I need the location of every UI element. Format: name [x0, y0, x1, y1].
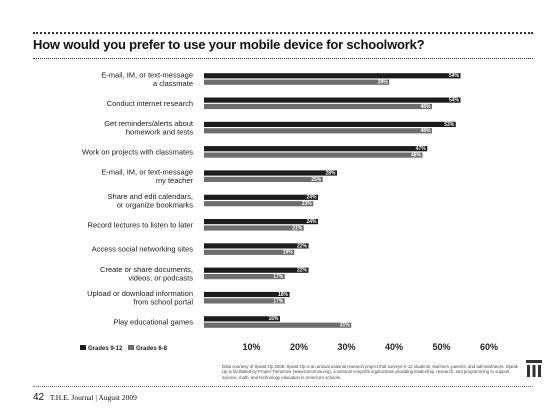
bar-grades-6-8: [204, 274, 285, 280]
page-footer: 42 T.H.E. Journal | August 2009: [33, 392, 137, 403]
data-label: 22%: [297, 268, 308, 274]
category-label: E-mail, IM, or text-message: [101, 70, 193, 79]
x-tick-label: 20%: [290, 342, 308, 352]
x-axis-ticks: 10% 20% 30% 40% 50% 60%: [242, 342, 498, 352]
bar-grades-9-12: [204, 97, 461, 103]
data-label: 17%: [273, 298, 284, 304]
data-label: 53%: [444, 122, 455, 128]
data-label: 39%: [378, 80, 389, 86]
x-tick-label: 50%: [432, 342, 450, 352]
data-label: 17%: [273, 274, 284, 280]
bar-grades-9-12: [204, 73, 461, 79]
bar-grades-9-12: [204, 194, 318, 200]
bar-grades-6-8: [204, 152, 423, 158]
publisher-logo-icon: [526, 360, 542, 377]
category-label: a classmate: [153, 79, 193, 88]
data-label: 48%: [420, 104, 431, 110]
data-label: 19%: [283, 250, 294, 256]
data-label: 54%: [449, 98, 460, 104]
x-tick-label: 60%: [480, 342, 498, 352]
source-note: Data courtesy of Speak Up 2008. Speak Up…: [222, 364, 518, 380]
data-label: 21%: [292, 225, 303, 231]
bar-grades-9-12: [204, 219, 318, 225]
bar-grades-9-12: [204, 291, 290, 298]
page-number: 42: [33, 392, 45, 403]
data-label: 46%: [411, 153, 422, 159]
data-label: 23%: [302, 201, 313, 207]
legend: Grades 9-12 Grades 6-8: [80, 345, 168, 352]
category-label: Create or share documents,: [100, 265, 193, 274]
category-label: Upload or download information: [87, 289, 193, 298]
title-rule-top: [33, 32, 533, 34]
data-label: 24%: [306, 219, 317, 225]
bar-grades-6-8: [204, 79, 390, 85]
category-label: Record lectures to listen to later: [88, 220, 194, 229]
legend-swatch: [80, 345, 86, 350]
publication-credit: T.H.E. Journal | August 2009: [49, 393, 137, 402]
bar-grades-6-8: [204, 249, 295, 255]
category-label: Get reminders/alerts about: [104, 119, 194, 128]
data-label: 22%: [297, 243, 308, 249]
category-label: videos, or podcasts: [128, 273, 193, 282]
x-tick-label: 40%: [385, 342, 403, 352]
category-label: my teacher: [156, 176, 194, 185]
bar-grades-9-12: [204, 146, 428, 152]
chart-title: How would you prefer to use your mobile …: [33, 37, 425, 52]
bar-grades-6-8: [204, 128, 432, 134]
bars: [204, 73, 461, 328]
bar-grades-9-12: [204, 170, 337, 176]
category-label: Conduct internet research: [107, 99, 193, 108]
category-label: Play educational games: [113, 318, 193, 327]
value-labels: 54%39%54%48%53%48%47%46%28%25%24%23%24%2…: [268, 73, 459, 328]
bar-grades-6-8: [204, 322, 352, 328]
title-block: How would you prefer to use your mobile …: [0, 0, 556, 62]
data-label: 54%: [449, 73, 460, 79]
data-label: 18%: [278, 292, 289, 298]
bar-grades-6-8: [204, 201, 314, 207]
category-label: Work on projects with classmates: [82, 148, 193, 157]
data-label: 16%: [268, 316, 279, 322]
category-label: E-mail, IM, or text-message: [101, 168, 193, 177]
data-label: 31%: [340, 323, 351, 329]
title-rule-bottom: [33, 58, 533, 59]
bar-grades-6-8: [204, 103, 432, 110]
data-label: 24%: [306, 195, 317, 201]
bar-grades-6-8: [204, 298, 285, 304]
footer-rule: [33, 386, 533, 387]
data-label: 47%: [416, 146, 427, 152]
x-tick-label: 30%: [337, 342, 355, 352]
data-label: 28%: [325, 170, 336, 176]
bar-grades-9-12: [204, 316, 280, 322]
category-label: or organize bookmarks: [117, 200, 194, 209]
legend-label: Grades 6-8: [136, 346, 168, 352]
legend-label: Grades 9-12: [88, 346, 123, 352]
bar-grades-9-12: [204, 267, 309, 273]
bar-grades-6-8: [204, 225, 304, 231]
legend-swatch: [128, 345, 134, 350]
bar-grades-9-12: [204, 243, 309, 249]
category-label: homework and tests: [126, 127, 193, 136]
x-tick-label: 10%: [242, 342, 260, 352]
bar-grades-9-12: [204, 121, 456, 127]
category-label: Share and edit calendars,: [108, 192, 193, 201]
bar-grades-6-8: [204, 176, 323, 182]
data-label: 25%: [311, 177, 322, 183]
category-label: Access social networking sites: [92, 245, 194, 254]
category-label: from school portal: [133, 298, 193, 307]
data-label: 48%: [420, 128, 431, 134]
